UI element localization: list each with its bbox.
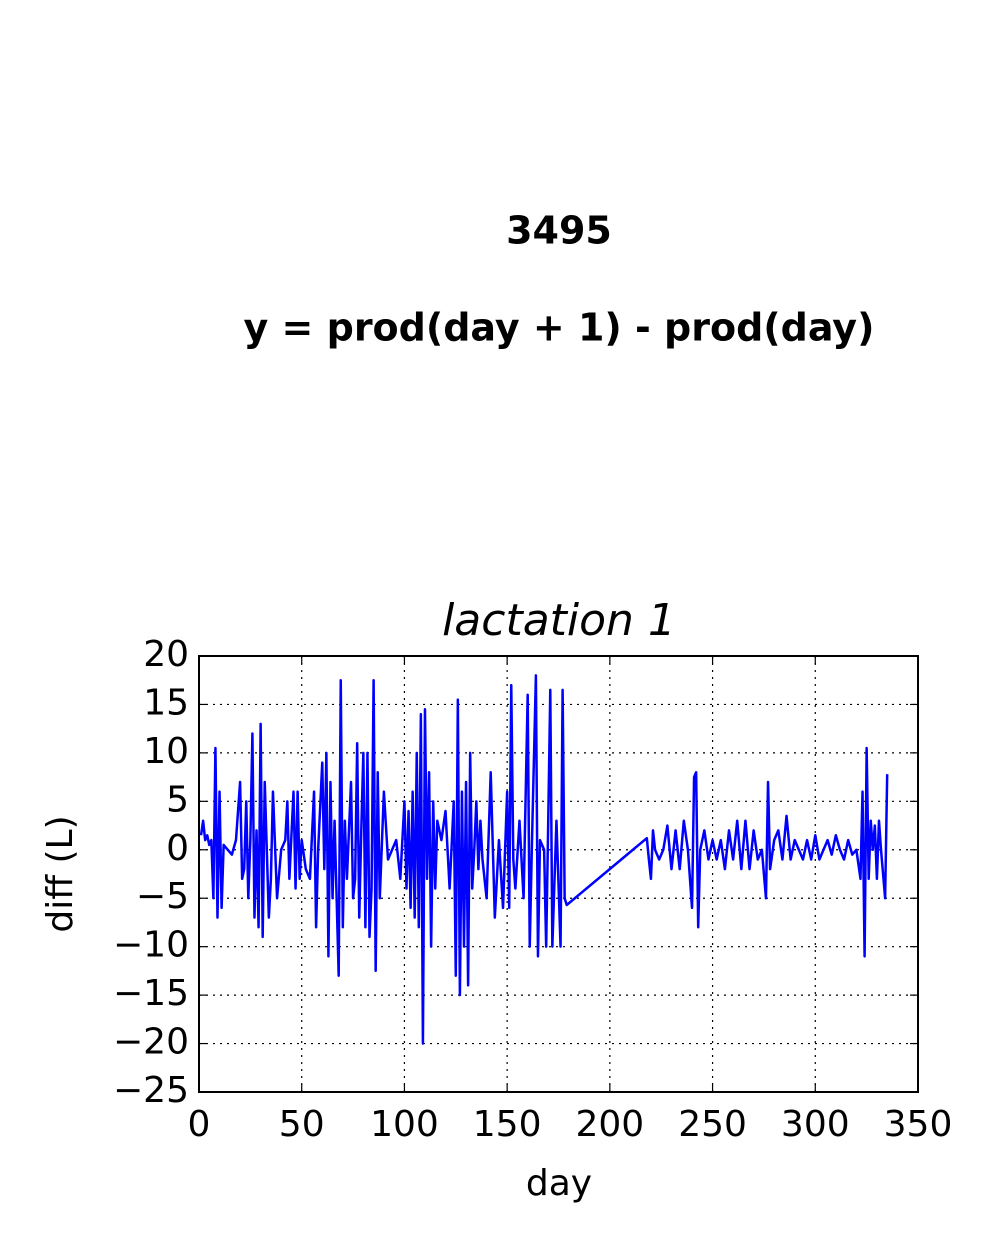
y-tick-label: 15 — [143, 682, 189, 723]
y-tick-label: −15 — [113, 973, 189, 1014]
y-tick-label: 5 — [166, 779, 189, 820]
x-tick-label: 150 — [473, 1104, 542, 1145]
x-tick-label: 50 — [279, 1104, 325, 1145]
x-tick-label: 300 — [781, 1104, 850, 1145]
chart-title: 3495 — [506, 209, 612, 253]
y-tick-label: 10 — [143, 731, 189, 772]
y-tick-label: 0 — [166, 828, 189, 869]
y-axis-label: diff (L) — [40, 815, 81, 932]
x-tick-label: 0 — [188, 1104, 211, 1145]
plot-title: lactation 1 — [442, 595, 676, 646]
y-tick-label: −20 — [113, 1022, 189, 1063]
x-tick-label: 100 — [370, 1104, 439, 1145]
chart-subtitle: y = prod(day + 1) - prod(day) — [244, 306, 875, 350]
x-tick-label: 200 — [575, 1104, 644, 1145]
y-tick-label: −10 — [113, 925, 189, 966]
y-tick-label: −5 — [136, 876, 189, 917]
y-tick-label: −25 — [113, 1070, 189, 1111]
data-line — [199, 674, 889, 1045]
plot-frame — [198, 655, 919, 1093]
y-tick-label: 20 — [143, 634, 189, 675]
x-axis-label: day — [526, 1163, 592, 1204]
x-tick-label: 350 — [884, 1104, 953, 1145]
x-tick-label: 250 — [678, 1104, 747, 1145]
